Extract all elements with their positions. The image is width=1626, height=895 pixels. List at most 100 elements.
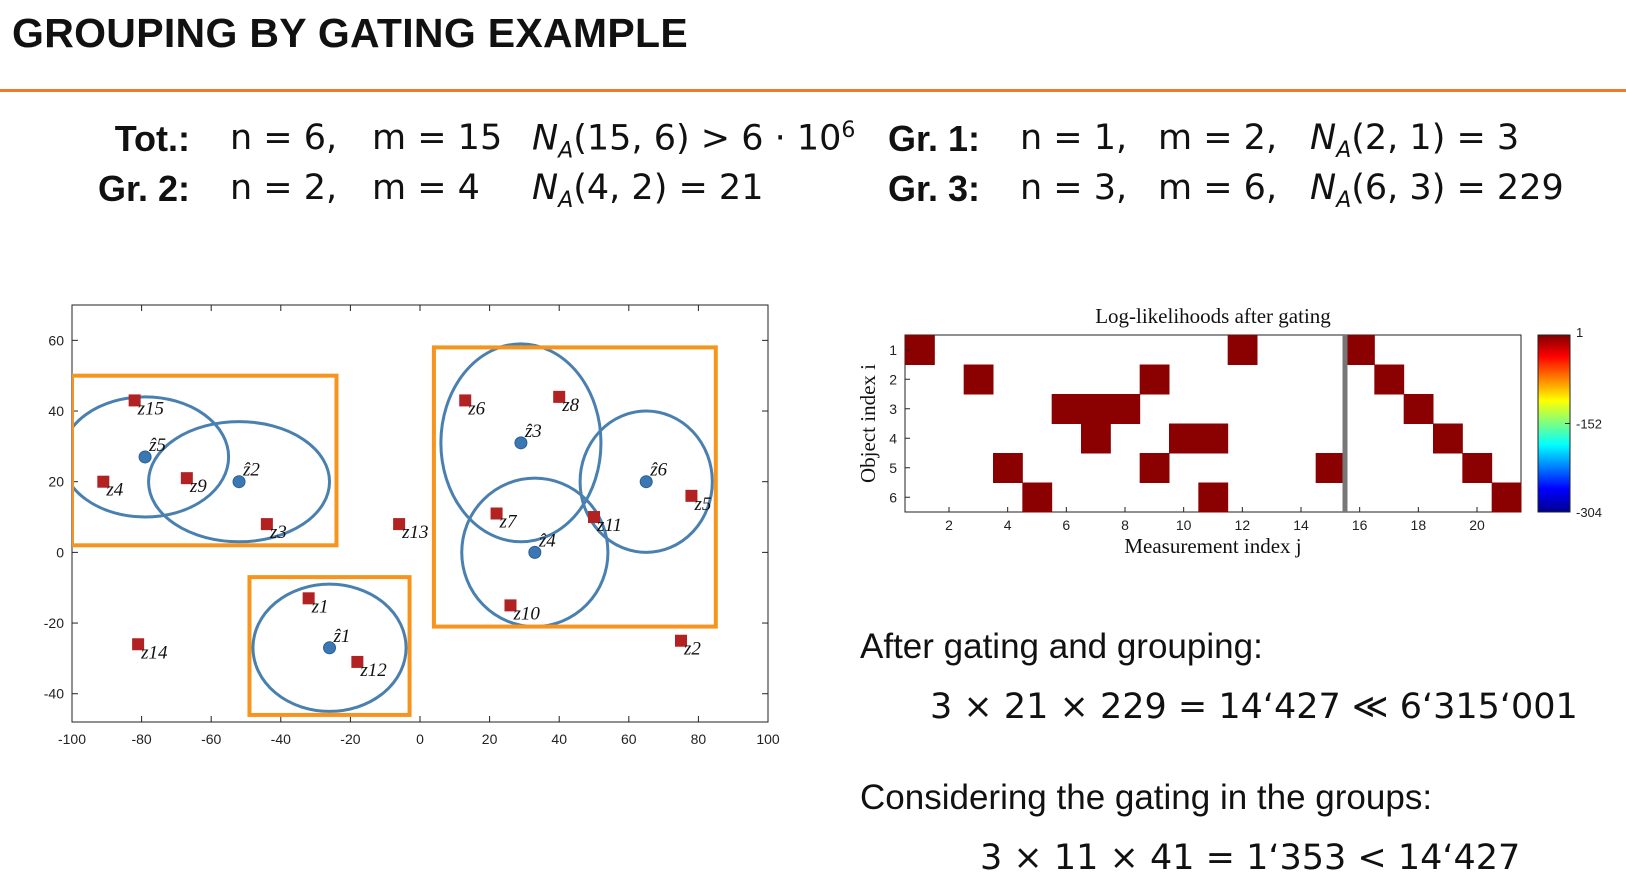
heatmap-x-tick-label: 16 <box>1352 517 1368 533</box>
object-label: ẑ4 <box>538 530 556 551</box>
measurement-label: z6 <box>467 398 485 419</box>
heatmap-y-tick-label: 5 <box>889 460 897 476</box>
after-gating-text: After gating and grouping: <box>860 627 1263 666</box>
colorbar-tick-label: -152 <box>1576 417 1602 432</box>
stat-label-total: Tot.: <box>114 118 190 159</box>
heatmap-y-label: Object index i <box>856 364 880 483</box>
measurement-label: z15 <box>137 398 164 419</box>
after-gating-equation: 3 × 21 × 229 = 14‘427 ≪ 6‘315‘001 <box>930 687 1578 727</box>
heatmap-cell <box>1051 394 1082 424</box>
object-point <box>528 545 542 559</box>
measurement-label: z9 <box>189 476 207 497</box>
heatmap-x-tick-label: 6 <box>1062 517 1070 533</box>
heatmap-x-tick-label: 12 <box>1235 517 1251 533</box>
x-tick-label: -60 <box>201 731 221 747</box>
measurement-label: z12 <box>359 660 387 681</box>
stat-na-group-2: NA(4, 2) = 21 <box>532 168 764 213</box>
heatmap-y-tick-label: 4 <box>889 430 897 446</box>
group-box <box>72 373 339 548</box>
measurement-point <box>393 518 406 531</box>
stat-na-group-3: NA(6, 3) = 229 <box>1310 168 1564 213</box>
y-tick-label: 0 <box>56 544 64 560</box>
heatmap-cell <box>963 364 994 395</box>
x-tick-label: 20 <box>482 731 498 747</box>
heatmap-cell <box>1462 453 1493 483</box>
measurement-point <box>128 394 141 407</box>
stat-m-group-1: m = 2, <box>1158 118 1278 158</box>
measurement-label: z5 <box>693 494 711 515</box>
y-tick-label: -20 <box>44 615 64 631</box>
stat-m-group-3: m = 6, <box>1158 168 1278 208</box>
measurement-label: z7 <box>499 512 518 533</box>
stat-label-group-1: Gr. 1: <box>887 118 980 159</box>
heatmap-y-tick-label: 6 <box>889 489 897 505</box>
gating-scatter-plot: -100 -80 -60 -40 -20 0 20 40 60 80 100 -40 -20 0 20 40 6… <box>44 304 780 747</box>
heatmap-cell <box>1081 423 1111 454</box>
measurement-point <box>675 634 687 647</box>
object-label: ẑ2 <box>242 460 260 481</box>
measurement-point <box>180 472 193 485</box>
heatmap-title: Log-likelihoods after gating <box>1095 304 1331 328</box>
measurement-label: z2 <box>683 639 701 660</box>
measurement-point <box>588 511 600 524</box>
stat-n-group-3: n = 3, <box>1020 168 1128 208</box>
slide-title: GROUPING BY GATING EXAMPLE <box>12 10 689 56</box>
object-point <box>323 641 337 655</box>
x-tick-label: -20 <box>340 731 360 747</box>
colorbar <box>1537 334 1571 513</box>
object-point <box>232 475 246 489</box>
heatmap-cell <box>993 453 1023 483</box>
measurement-point <box>302 592 315 605</box>
x-tick-label: 0 <box>416 731 424 747</box>
stat-n-group-2: n = 2, <box>230 168 338 208</box>
measurement-label: z10 <box>512 603 540 624</box>
measurement-point <box>490 507 503 520</box>
measurement-point <box>351 655 364 668</box>
x-tick-label: -100 <box>58 731 86 747</box>
heatmap-cell <box>1433 423 1463 454</box>
heatmap-cell <box>1403 394 1434 424</box>
measurement-label: z13 <box>401 522 428 543</box>
object-label: ẑ6 <box>649 460 667 481</box>
measurement-label: z11 <box>596 515 622 536</box>
y-tick-label: -40 <box>44 686 64 702</box>
x-tick-label: 60 <box>621 731 637 747</box>
heatmap-cell <box>1227 335 1258 365</box>
heatmap-cell <box>1139 453 1170 483</box>
heatmap-cell <box>1345 335 1375 365</box>
title-divider <box>0 89 1626 92</box>
object-label: ẑ5 <box>148 435 166 456</box>
heatmap-cell <box>1081 394 1111 424</box>
x-tick-label: 100 <box>756 731 780 747</box>
measurement-point <box>132 638 145 651</box>
measurement-label: z8 <box>561 395 579 416</box>
measurement-label: z1 <box>311 596 329 617</box>
measurement-point <box>260 518 273 531</box>
heatmap-y-tick-label: 1 <box>889 342 897 358</box>
y-tick-label: 60 <box>48 332 64 348</box>
measurement-label: z4 <box>105 480 123 501</box>
considering-gating-text: Considering the gating in the groups: <box>860 778 1433 817</box>
x-tick-label: 40 <box>551 731 567 747</box>
measurement-point <box>685 489 698 502</box>
heatmap-cell <box>1198 482 1229 513</box>
measurement-point <box>97 475 110 488</box>
stat-label-group-2: Gr. 2: <box>97 168 190 209</box>
heatmap-cell <box>1110 394 1141 424</box>
y-tick-label: 20 <box>48 474 64 490</box>
colorbar-tick-label: -304 <box>1576 505 1602 520</box>
heatmap-cell <box>1374 364 1405 395</box>
object-label: ẑ3 <box>524 421 542 442</box>
measurement-point <box>504 599 517 612</box>
heatmap-x-tick-label: 18 <box>1411 517 1427 533</box>
plot-area: ẑ1 ẑ2 ẑ3 ẑ4 ẑ5 ẑ6 z1 z2 z3 z4 z5 z6 z7 z8 z9 z10 z11 z12 z… <box>72 342 718 717</box>
considering-gating-equation: 3 × 11 × 41 = 1‘353 < 14‘427 <box>980 838 1521 878</box>
heatmap-x-tick-label: 4 <box>1004 517 1012 533</box>
object-point <box>639 475 653 489</box>
heatmap-y-tick-label: 3 <box>889 401 897 417</box>
heatmap-x-tick-label: 14 <box>1293 517 1309 533</box>
colorbar-tick-label: 1 <box>1576 325 1583 340</box>
gate-ellipse <box>72 395 231 519</box>
gate-ellipse <box>439 342 603 544</box>
